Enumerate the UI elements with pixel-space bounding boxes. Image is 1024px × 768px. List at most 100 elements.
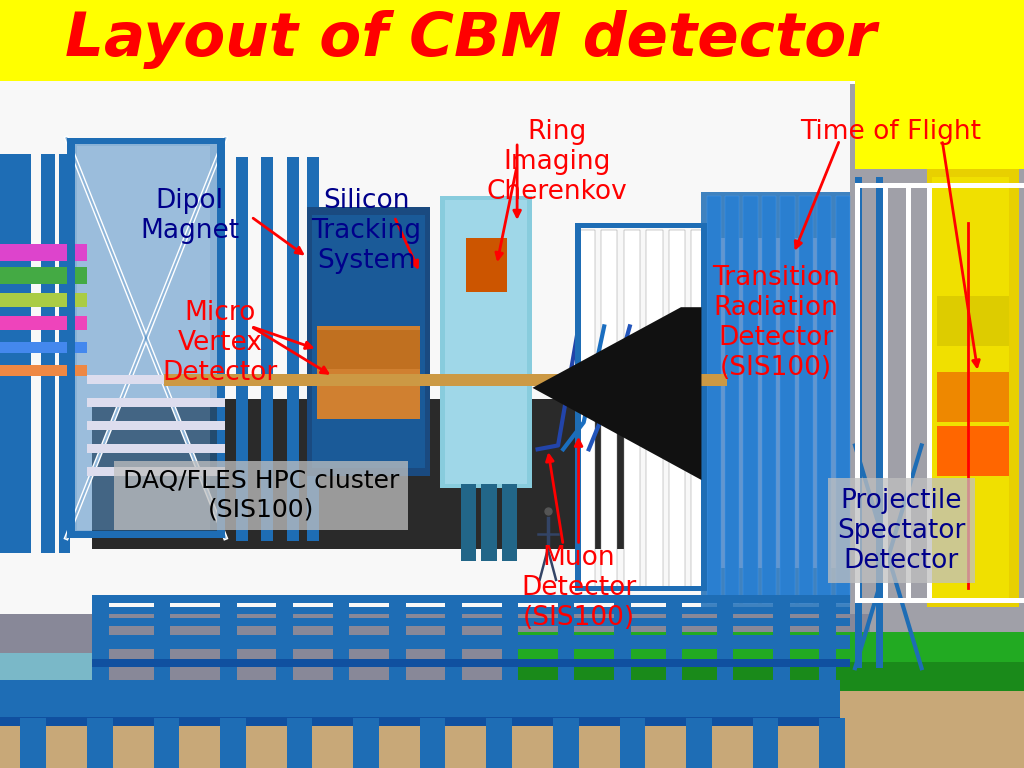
Bar: [855, 184, 860, 603]
Bar: [87, 421, 225, 430]
Bar: [276, 603, 293, 691]
Bar: [0, 267, 87, 284]
Bar: [906, 184, 911, 603]
Bar: [92, 595, 850, 603]
Bar: [876, 177, 883, 668]
Bar: [575, 223, 707, 228]
Bar: [669, 230, 685, 588]
Bar: [836, 196, 850, 603]
Bar: [67, 138, 225, 144]
Bar: [666, 603, 682, 691]
Bar: [67, 138, 225, 538]
Text: Silicon
Tracking
System: Silicon Tracking System: [311, 188, 422, 274]
Bar: [0, 316, 87, 330]
Bar: [87, 444, 225, 453]
Bar: [819, 603, 836, 691]
Bar: [67, 531, 225, 538]
Bar: [317, 330, 420, 369]
Bar: [287, 718, 312, 768]
Bar: [481, 484, 497, 561]
Bar: [762, 196, 776, 603]
Bar: [92, 618, 850, 626]
Bar: [389, 603, 406, 691]
Bar: [686, 718, 712, 768]
Text: Dipol
Magnet: Dipol Magnet: [140, 188, 239, 244]
Bar: [883, 184, 888, 603]
Bar: [92, 603, 109, 691]
Bar: [0, 342, 87, 353]
Bar: [819, 718, 845, 768]
Bar: [0, 244, 87, 261]
Bar: [0, 81, 850, 691]
Bar: [445, 200, 527, 484]
Bar: [712, 238, 845, 568]
Bar: [440, 196, 532, 488]
Bar: [312, 215, 425, 468]
Bar: [0, 154, 18, 553]
Bar: [92, 399, 625, 549]
Bar: [41, 154, 55, 553]
Bar: [87, 718, 113, 768]
Bar: [575, 586, 707, 591]
Bar: [502, 484, 517, 561]
Bar: [154, 718, 179, 768]
Bar: [753, 718, 778, 768]
Bar: [0, 614, 870, 691]
Bar: [92, 659, 850, 667]
Bar: [0, 657, 1024, 768]
Bar: [817, 196, 831, 603]
Bar: [87, 398, 225, 407]
Bar: [87, 375, 225, 384]
Bar: [927, 169, 1019, 607]
Bar: [466, 238, 507, 292]
Bar: [92, 635, 850, 649]
Text: Micro
Vertex
Detector: Micro Vertex Detector: [163, 300, 278, 386]
Bar: [353, 718, 379, 768]
Bar: [575, 223, 581, 591]
Bar: [855, 183, 1024, 188]
Bar: [937, 296, 1009, 346]
Bar: [220, 718, 246, 768]
Bar: [67, 138, 75, 538]
Bar: [855, 81, 1024, 169]
Text: Ring
Imaging
Cherenkov: Ring Imaging Cherenkov: [486, 119, 627, 205]
Bar: [579, 230, 595, 588]
Bar: [707, 196, 721, 603]
Bar: [502, 632, 1024, 664]
Text: Projectile
Spectator
Detector: Projectile Spectator Detector: [837, 488, 966, 574]
Bar: [333, 603, 349, 691]
Bar: [502, 662, 1024, 691]
Bar: [601, 230, 617, 588]
Polygon shape: [532, 307, 701, 480]
Text: Muon
Detector
(SIS100): Muon Detector (SIS100): [521, 545, 636, 631]
Text: DAQ/FLES HPC cluster
(SIS100): DAQ/FLES HPC cluster (SIS100): [123, 469, 399, 521]
Bar: [0, 680, 840, 722]
Bar: [701, 223, 707, 591]
Bar: [850, 84, 1024, 676]
Bar: [937, 372, 1009, 422]
Bar: [486, 718, 512, 768]
Bar: [614, 603, 631, 691]
Bar: [154, 603, 170, 691]
Text: Transition
Radiation
Detector
(SIS100): Transition Radiation Detector (SIS100): [712, 265, 840, 381]
Bar: [317, 326, 420, 419]
Bar: [59, 154, 70, 553]
Bar: [307, 207, 430, 476]
Bar: [307, 157, 319, 541]
Bar: [799, 196, 813, 603]
Bar: [20, 718, 46, 768]
Bar: [461, 484, 476, 561]
Bar: [164, 374, 727, 386]
Bar: [937, 426, 1009, 476]
Bar: [420, 718, 445, 768]
Bar: [287, 157, 299, 541]
Bar: [220, 603, 237, 691]
Bar: [701, 192, 850, 607]
Bar: [773, 603, 790, 691]
Text: Layout of CBM detector: Layout of CBM detector: [66, 11, 877, 69]
Bar: [236, 157, 248, 541]
Bar: [646, 230, 663, 588]
Bar: [0, 653, 92, 695]
Text: Time of Flight: Time of Flight: [801, 119, 981, 145]
Bar: [445, 603, 462, 691]
